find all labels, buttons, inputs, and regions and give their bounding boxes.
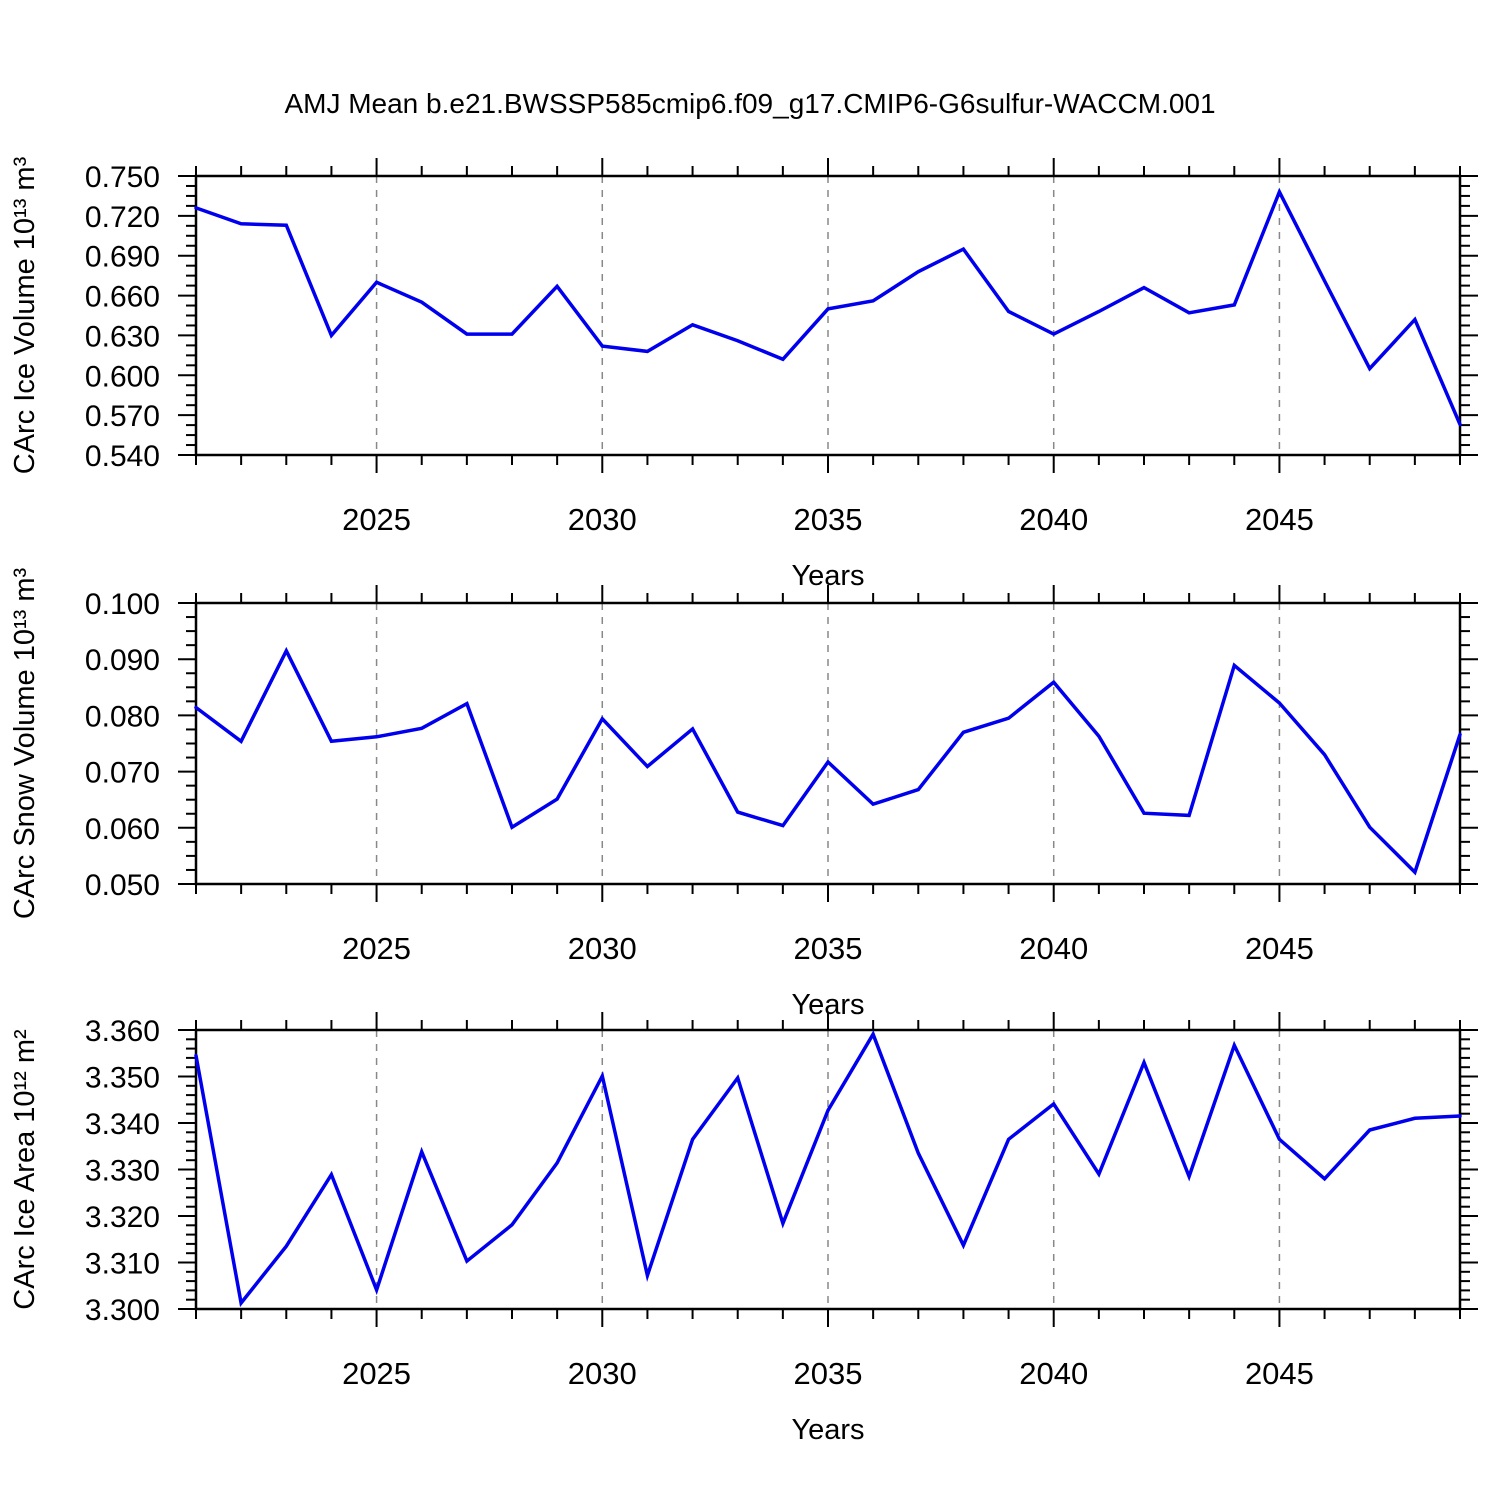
x-axis-title: Years xyxy=(791,1414,864,1446)
y-tick-label: 0.070 xyxy=(85,757,160,790)
y-tick-label: 3.340 xyxy=(85,1108,160,1141)
y-tick-label: 0.630 xyxy=(85,320,160,353)
y-tick-label: 3.330 xyxy=(85,1155,160,1188)
y-tick-label: 3.320 xyxy=(85,1201,160,1234)
x-tick-label: 2045 xyxy=(1245,931,1314,966)
x-tick-label: 2045 xyxy=(1245,1356,1314,1391)
x-tick-label: 2030 xyxy=(568,1356,637,1391)
y-tick-label: 3.350 xyxy=(85,1062,160,1095)
x-tick-label: 2030 xyxy=(568,931,637,966)
y-tick-label: 0.080 xyxy=(85,700,160,733)
y-tick-label: 0.690 xyxy=(85,241,160,274)
y-tick-label: 0.570 xyxy=(85,400,160,433)
y-tick-label: 0.060 xyxy=(85,813,160,846)
data-series-line xyxy=(194,646,1462,876)
y-tick-label: 0.660 xyxy=(85,281,160,314)
axis-ticks xyxy=(178,585,1478,902)
data-series-line xyxy=(194,187,1462,427)
x-tick-label: 2035 xyxy=(794,502,863,537)
x-tick-label: 2035 xyxy=(794,1356,863,1391)
axis-ticks xyxy=(178,1012,1478,1327)
y-axis-title: CArc Ice Area 10¹² m² xyxy=(9,1029,41,1310)
y-tick-label: 0.720 xyxy=(85,201,160,234)
x-tick-label: 2025 xyxy=(342,931,411,966)
plot-title: AMJ Mean b.e21.BWSSP585cmip6.f09_g17.CMI… xyxy=(284,88,1216,119)
x-tick-label: 2035 xyxy=(794,931,863,966)
y-tick-label: 0.540 xyxy=(85,440,160,473)
y-tick-label: 0.090 xyxy=(85,644,160,677)
y-tick-label: 0.600 xyxy=(85,360,160,393)
y-tick-label: 0.050 xyxy=(85,869,160,902)
x-tick-label: 2030 xyxy=(568,502,637,537)
y-axis-title: CArc Ice Volume 10¹³ m³ xyxy=(9,156,41,474)
y-tick-label: 3.310 xyxy=(85,1248,160,1281)
x-tick-label: 2040 xyxy=(1019,1356,1088,1391)
axis-ticks xyxy=(178,158,1478,473)
x-tick-label: 2040 xyxy=(1019,502,1088,537)
y-tick-label: 0.100 xyxy=(85,588,160,621)
x-tick-label: 2040 xyxy=(1019,931,1088,966)
panel-1: 0.540 0.570 0.600 0.630 0.660 0.690 0.720 0.750… xyxy=(9,156,1478,592)
y-tick-label: 3.300 xyxy=(85,1294,160,1327)
panel-2: 0.050 0.060 0.070 0.080 0.090 0.100 2025 2030 20… xyxy=(9,567,1478,1021)
y-tick-label: 3.360 xyxy=(85,1015,160,1048)
x-tick-label: 2025 xyxy=(342,1356,411,1391)
x-tick-label: 2025 xyxy=(342,502,411,537)
data-series-line xyxy=(194,1030,1462,1308)
y-tick-label: 0.750 xyxy=(85,161,160,194)
x-tick-label: 2045 xyxy=(1245,502,1314,537)
panel-3: 3.300 3.310 3.320 3.330 3.340 3.350 3.360 2025 2… xyxy=(9,1012,1478,1446)
y-axis-title: CArc Snow Volume 10¹³ m³ xyxy=(9,567,41,919)
